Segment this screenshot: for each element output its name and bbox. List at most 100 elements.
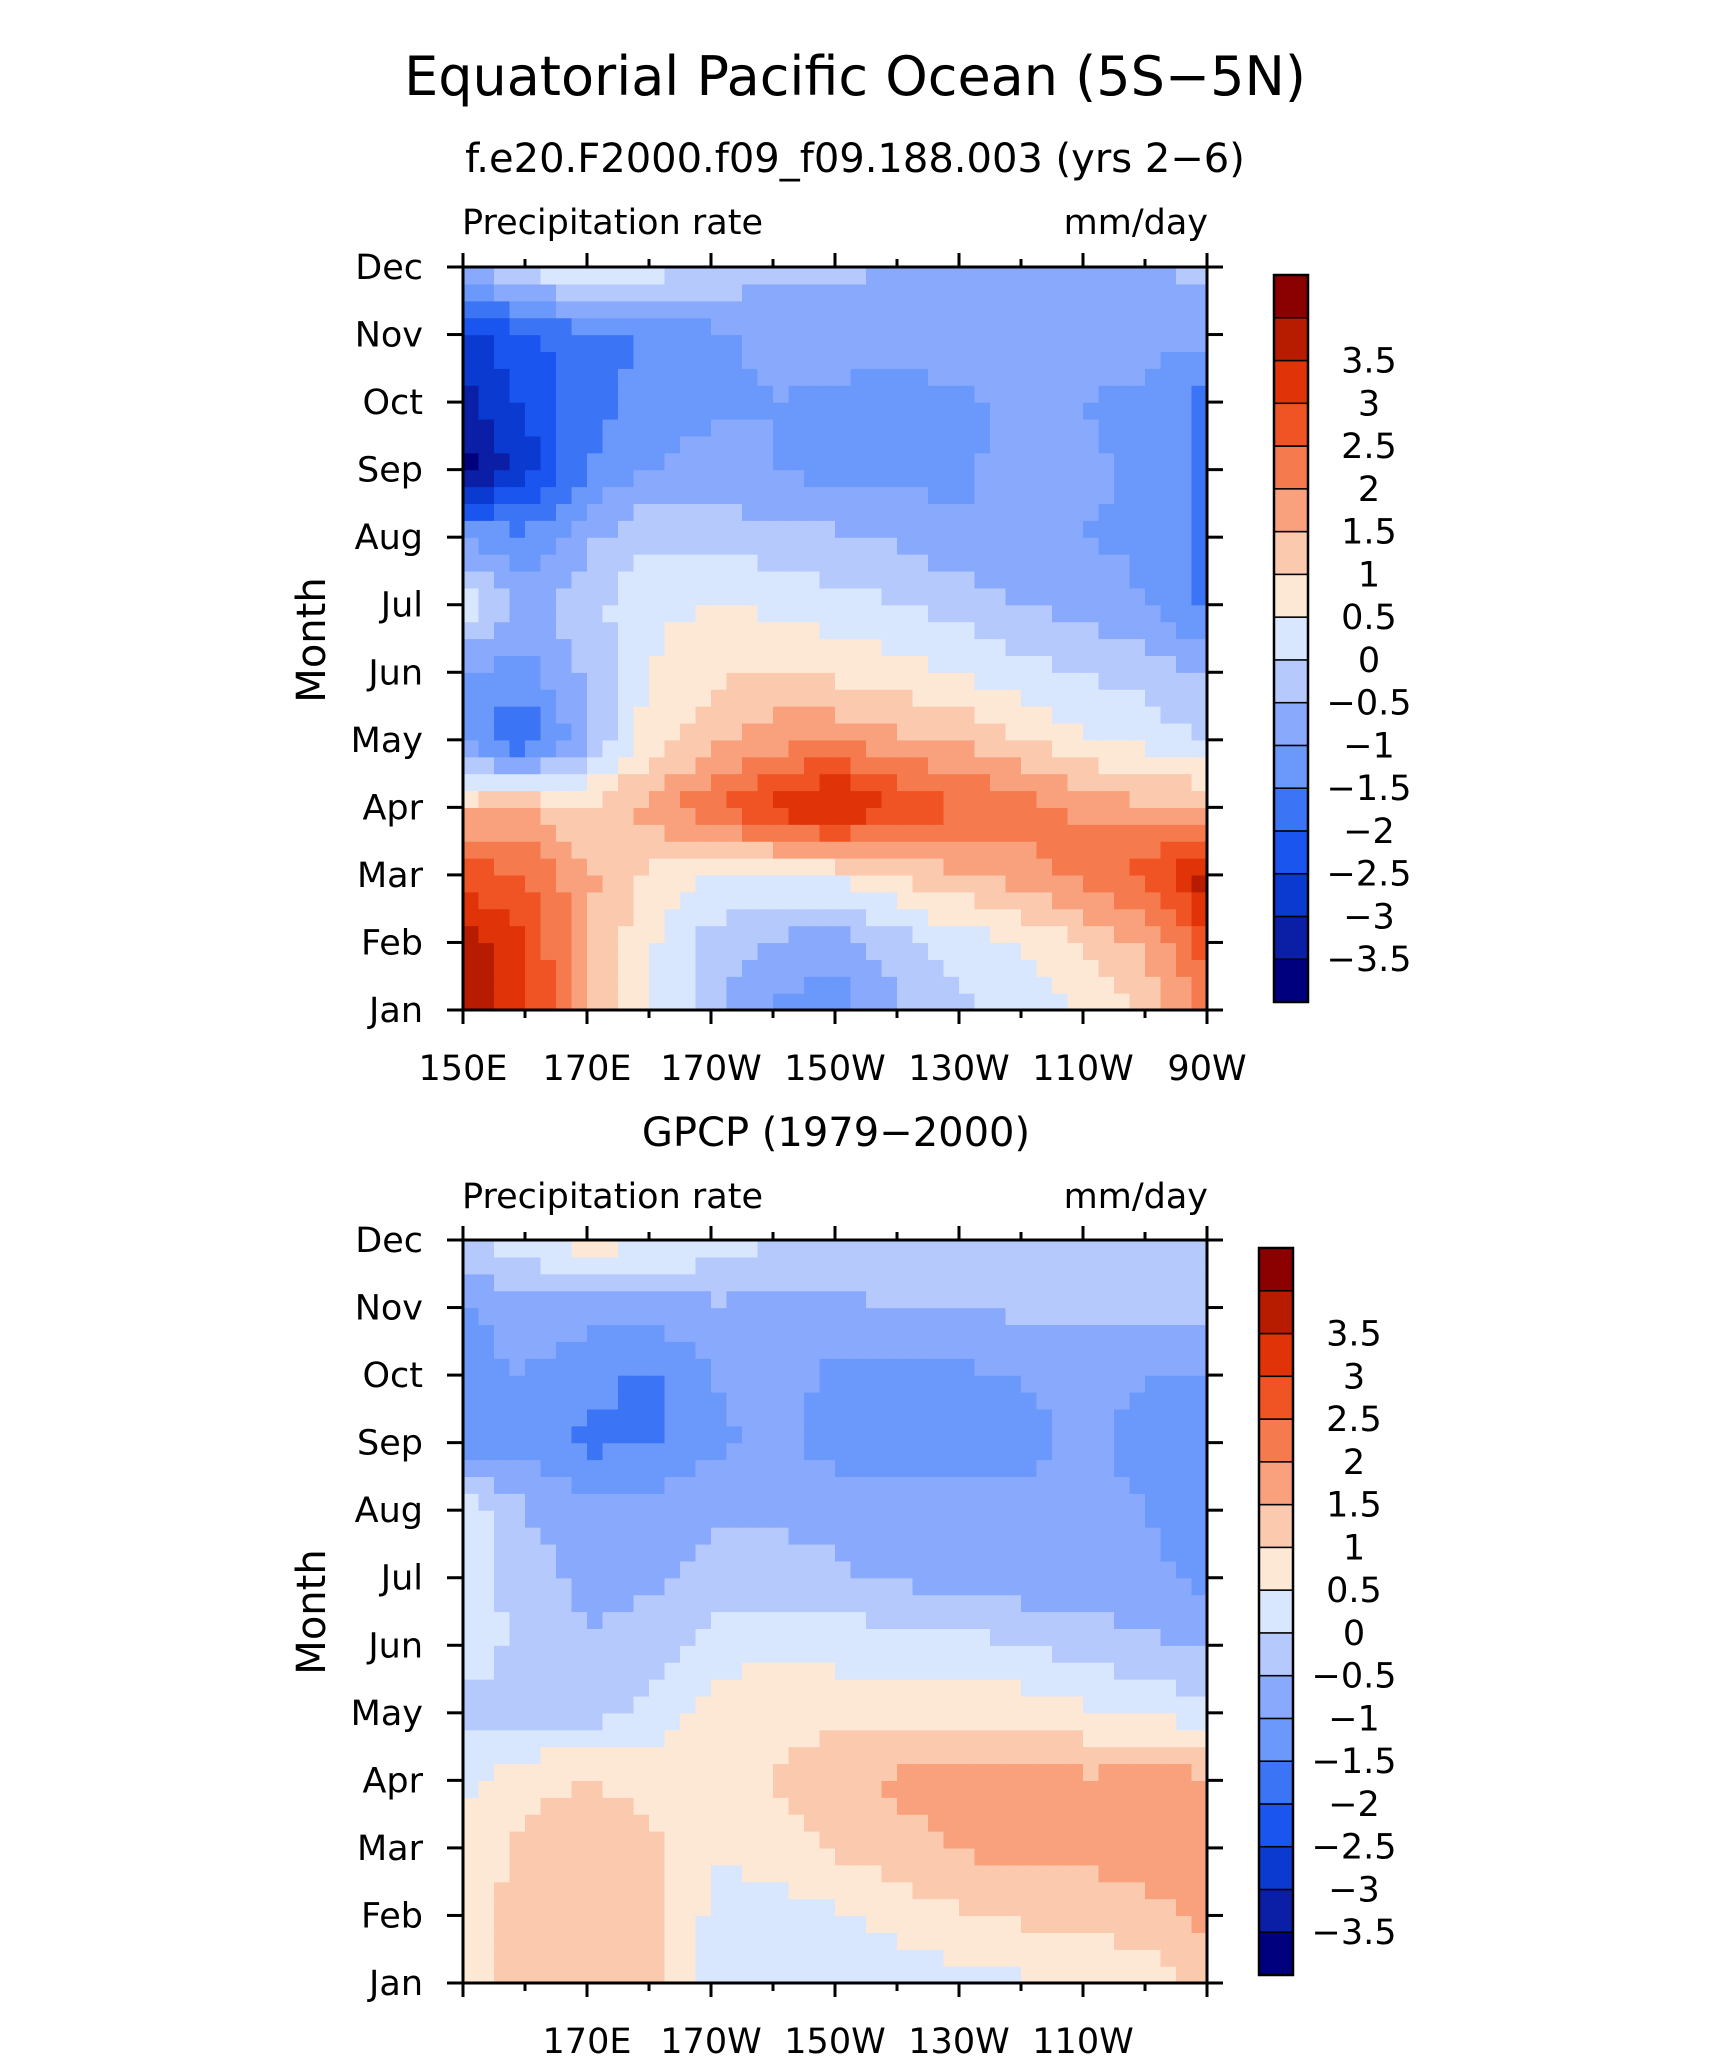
heat-cell: [850, 317, 867, 336]
heat-cell: [1160, 858, 1177, 876]
heat-cell: [711, 1645, 728, 1663]
heat-cell: [1052, 722, 1069, 741]
heat-cell: [463, 1560, 480, 1579]
heat-cell: [1005, 1560, 1022, 1579]
heat-cell: [711, 1510, 728, 1528]
heat-cell: [990, 587, 1007, 606]
heat-cell: [943, 503, 960, 521]
y-tick-label: Dec: [355, 248, 423, 288]
heat-cell: [1191, 334, 1208, 353]
heat-cell: [726, 925, 743, 944]
heat-cell: [788, 435, 805, 454]
heat-cell: [711, 317, 728, 336]
heat-cell: [835, 452, 852, 471]
heat-cell: [742, 1493, 759, 1511]
heat-cell: [1191, 1408, 1208, 1427]
heat-cell: [974, 537, 991, 555]
heat-cell: [881, 858, 898, 876]
heat-cell: [1067, 418, 1084, 437]
heat-cell: [649, 418, 666, 437]
heat-cell: [757, 1628, 774, 1646]
heat-cell: [943, 655, 960, 673]
heat-cell: [742, 1847, 759, 1866]
heat-cell: [773, 858, 790, 876]
heat-cell: [1036, 1763, 1053, 1781]
heat-cell: [1114, 807, 1131, 825]
heat-cell: [463, 1881, 480, 1900]
heat-cell: [633, 756, 650, 775]
heat-cell: [1005, 1408, 1022, 1427]
heat-cell: [618, 317, 635, 336]
heat-cell: [757, 1966, 774, 1984]
heat-cell: [1160, 1375, 1177, 1393]
colorbar-swatch: [1258, 1717, 1294, 1762]
heat-cell: [804, 570, 821, 589]
heat-cell: [1191, 587, 1208, 606]
heat-cell: [1176, 1273, 1193, 1292]
heat-cell: [1160, 756, 1177, 775]
heat-cell: [587, 1679, 604, 1697]
heat-cell: [1176, 1780, 1193, 1798]
heat-cell: [726, 1307, 743, 1326]
heat-cell: [649, 1256, 666, 1275]
heat-cell: [804, 1881, 821, 1900]
heat-cell: [850, 672, 867, 690]
heat-cell: [1129, 925, 1146, 944]
heat-cell: [695, 1493, 712, 1511]
heat-cell: [571, 773, 588, 792]
heat-cell: [1129, 1459, 1146, 1478]
heat-cell: [1098, 1240, 1115, 1258]
heat-cell: [587, 1425, 604, 1444]
heat-cell: [835, 1391, 852, 1410]
heat-cell: [1036, 1679, 1053, 1697]
heat-cell: [1191, 604, 1208, 623]
heat-cell: [928, 554, 945, 572]
heat-cell: [757, 807, 774, 825]
heat-cell: [711, 807, 728, 825]
heat-cell: [618, 1662, 635, 1680]
heat-cell: [664, 1307, 681, 1326]
heat-cell: [556, 1881, 573, 1900]
heat-cell: [788, 1493, 805, 1511]
heat-cell: [478, 503, 495, 521]
heat-cell: [788, 1763, 805, 1781]
heat-cell: [1191, 1847, 1208, 1866]
heat-cell: [773, 1763, 790, 1781]
heat-cell: [1176, 1358, 1193, 1376]
heat-cell: [680, 1847, 697, 1866]
heat-cell: [664, 1662, 681, 1680]
heat-cell: [1052, 1847, 1069, 1866]
heat-cell: [587, 1712, 604, 1731]
heat-cell: [1067, 385, 1084, 403]
heat-cell: [1160, 1577, 1177, 1596]
heat-cell: [835, 621, 852, 640]
heat-cell: [540, 1679, 557, 1697]
heat-cell: [602, 1425, 619, 1444]
heat-cell: [680, 807, 697, 825]
heat-cell: [1083, 1915, 1100, 1933]
heat-cell: [602, 452, 619, 471]
heat-cell: [556, 638, 573, 656]
heat-cell: [1160, 1932, 1177, 1950]
heat-cell: [974, 993, 991, 1011]
heat-cell: [835, 1847, 852, 1866]
heat-cell: [649, 655, 666, 673]
heat-cell: [1160, 1864, 1177, 1883]
heat-cell: [664, 587, 681, 606]
heat-cell: [928, 993, 945, 1011]
heat-cell: [819, 1358, 836, 1376]
heat-cell: [1098, 1898, 1115, 1917]
heat-cell: [1036, 790, 1053, 808]
heat-cell: [943, 1864, 960, 1883]
heat-cell: [509, 1459, 526, 1478]
heat-cell: [571, 655, 588, 673]
heat-cell: [742, 1476, 759, 1494]
heat-cell: [1129, 756, 1146, 775]
heat-cell: [618, 537, 635, 555]
heat-cell: [571, 418, 588, 437]
heat-cell: [742, 1712, 759, 1731]
heat-cell: [649, 1425, 666, 1444]
heat-cell: [912, 1493, 929, 1511]
heat-cell: [804, 739, 821, 758]
heat-cell: [633, 891, 650, 910]
